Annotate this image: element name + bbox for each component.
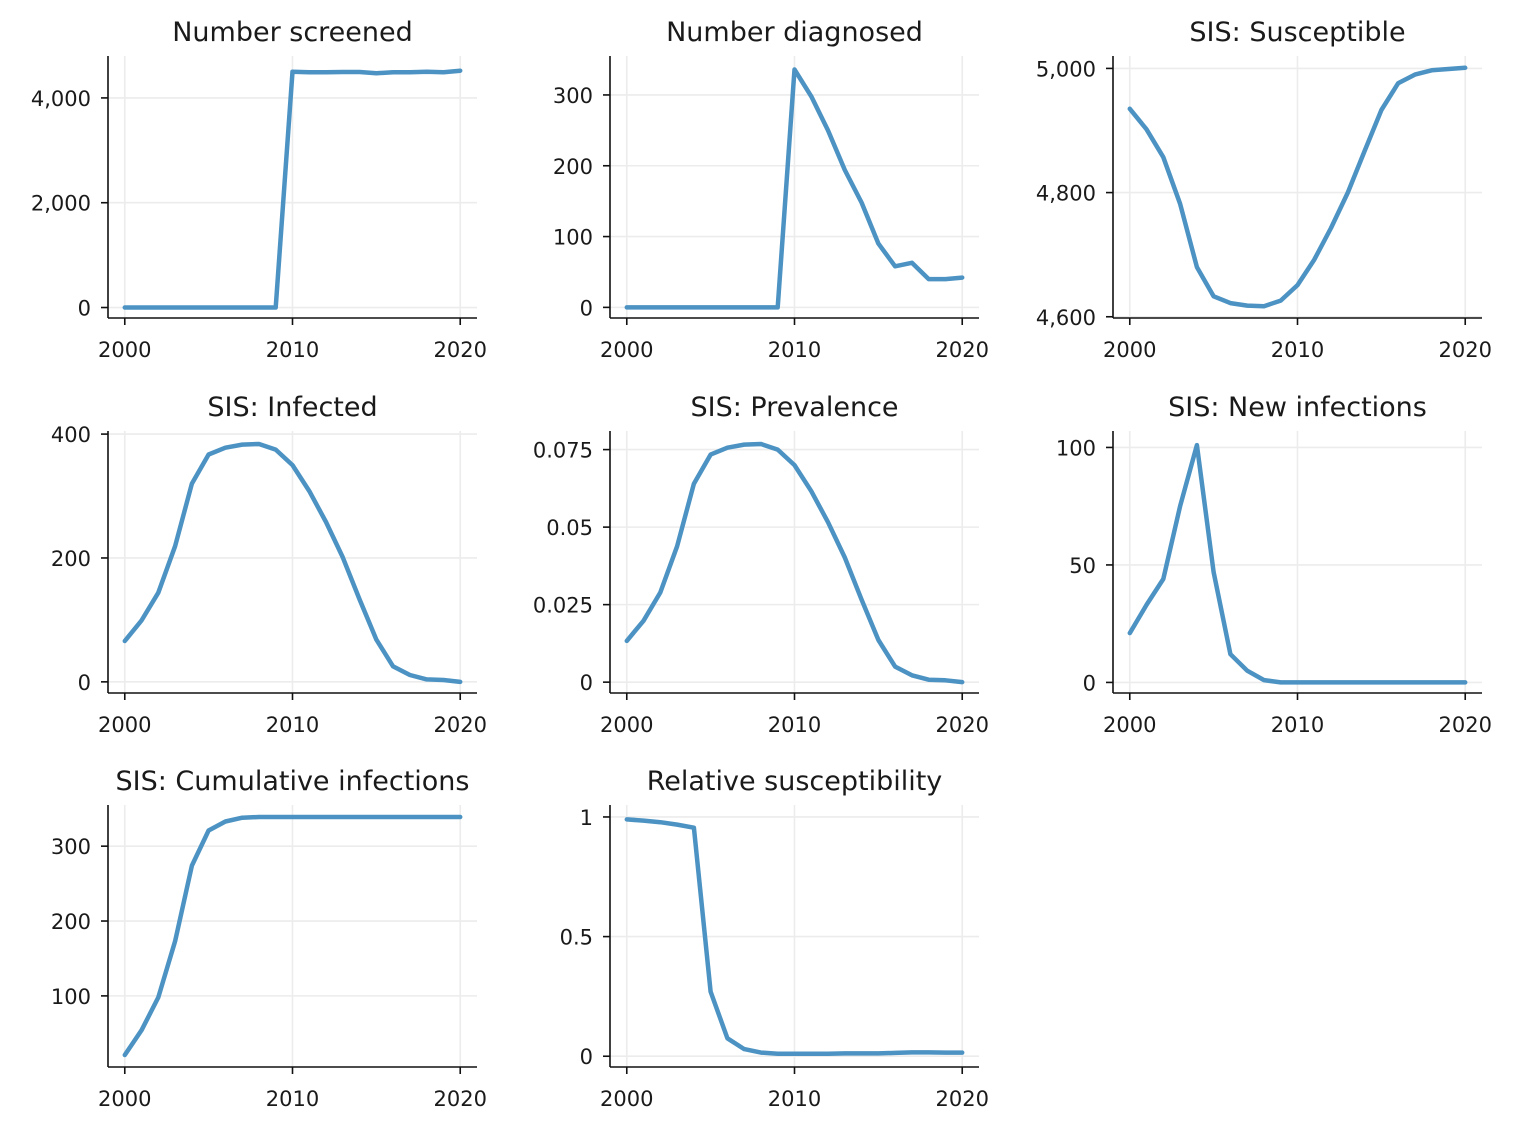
y-tick-label: 0 <box>580 671 593 695</box>
chart-panel-6: SIS: New infections 2000 2010 2020 0 50 100 <box>1056 392 1492 737</box>
y-tick-label: 0.075 <box>533 439 593 463</box>
x-tick-label: 2020 <box>1439 713 1492 737</box>
x-tick-label: 2020 <box>434 338 487 362</box>
y-tick-label: 0.025 <box>533 594 593 618</box>
x-tick-label: 2010 <box>1271 713 1324 737</box>
y-tick-label: 100 <box>51 985 91 1009</box>
y-tick-label: 100 <box>553 226 593 250</box>
y-tick-label: 0 <box>580 1045 593 1069</box>
y-tick-label: 200 <box>51 910 91 934</box>
x-tick-label: 2000 <box>1103 713 1156 737</box>
series-line <box>122 68 463 310</box>
y-tick-label: 50 <box>1069 554 1096 578</box>
series-line <box>1127 65 1468 309</box>
y-tick-label: 300 <box>553 84 593 108</box>
x-tick-label: 2020 <box>434 1087 487 1111</box>
chart-panel-7: SIS: Cumulative infections 2000 2010 2020 10… <box>51 766 487 1111</box>
y-tick-label: 0.05 <box>546 516 593 540</box>
x-tick-label: 2010 <box>768 1087 821 1111</box>
y-tick-label: 4,600 <box>1036 306 1096 330</box>
chart-panel-8: Relative susceptibility 2000 2010 2020 0 0.5 1 <box>560 766 989 1111</box>
y-tick-label: 0 <box>78 671 91 695</box>
y-tick-label: 300 <box>51 835 91 859</box>
y-tick-label: 100 <box>1056 436 1096 460</box>
x-tick-label: 2000 <box>600 713 653 737</box>
x-tick-label: 2020 <box>434 713 487 737</box>
x-tick-label: 2020 <box>1439 338 1492 362</box>
chart-panel-3: SIS: Susceptible 2000 2010 2020 4,600 4,800 5,… <box>1036 17 1492 362</box>
x-tick-label: 2010 <box>768 338 821 362</box>
y-tick-label: 0 <box>1083 671 1096 695</box>
chart-panel-2: Number diagnosed 2000 2010 2020 0 100 200 300 <box>553 17 989 362</box>
chart-panel-1: Number screened 2000 2010 2020 0 2,000 4,000 <box>31 17 487 362</box>
chart-title: SIS: New infections <box>1168 392 1427 423</box>
series-line <box>1127 442 1468 685</box>
x-tick-label: 2000 <box>1103 338 1156 362</box>
chart-panel-5: SIS: Prevalence 2000 2010 2020 0 0.025 0.05 0.0… <box>533 392 989 737</box>
x-tick-label: 2010 <box>266 1087 319 1111</box>
chart-panel-4: SIS: Infected 2000 2010 2020 0 200 400 <box>51 392 487 737</box>
x-tick-label: 2000 <box>98 338 151 362</box>
chart-title: Relative susceptibility <box>647 766 943 797</box>
y-tick-label: 2,000 <box>31 192 91 216</box>
y-tick-label: 4,000 <box>31 87 91 111</box>
chart-title: Number diagnosed <box>666 17 923 48</box>
x-tick-label: 2010 <box>266 338 319 362</box>
chart-title: SIS: Prevalence <box>690 392 898 423</box>
x-tick-label: 2010 <box>266 713 319 737</box>
y-tick-label: 1 <box>580 806 593 830</box>
y-tick-label: 200 <box>51 547 91 571</box>
chart-title: Number screened <box>172 17 413 48</box>
x-tick-label: 2020 <box>936 1087 989 1111</box>
x-tick-label: 2020 <box>936 713 989 737</box>
y-tick-label: 400 <box>51 423 91 447</box>
series-line <box>624 817 965 1057</box>
x-tick-label: 2010 <box>1271 338 1324 362</box>
x-tick-label: 2000 <box>600 338 653 362</box>
x-tick-label: 2000 <box>600 1087 653 1111</box>
y-tick-label: 200 <box>553 155 593 179</box>
y-tick-label: 5,000 <box>1036 57 1096 81</box>
series-line <box>122 814 463 1058</box>
series-line <box>624 441 965 685</box>
x-tick-label: 2010 <box>768 713 821 737</box>
y-tick-label: 0.5 <box>560 926 593 950</box>
chart-title: SIS: Susceptible <box>1189 17 1405 48</box>
y-tick-label: 0 <box>78 297 91 321</box>
chart-title: SIS: Cumulative infections <box>116 766 470 797</box>
x-tick-label: 2000 <box>98 1087 151 1111</box>
y-tick-label: 4,800 <box>1036 182 1096 206</box>
x-tick-label: 2000 <box>98 713 151 737</box>
series-line <box>122 441 463 685</box>
chart-title: SIS: Infected <box>207 392 377 423</box>
series-line <box>624 67 965 310</box>
x-tick-label: 2020 <box>936 338 989 362</box>
y-tick-label: 0 <box>580 296 593 320</box>
